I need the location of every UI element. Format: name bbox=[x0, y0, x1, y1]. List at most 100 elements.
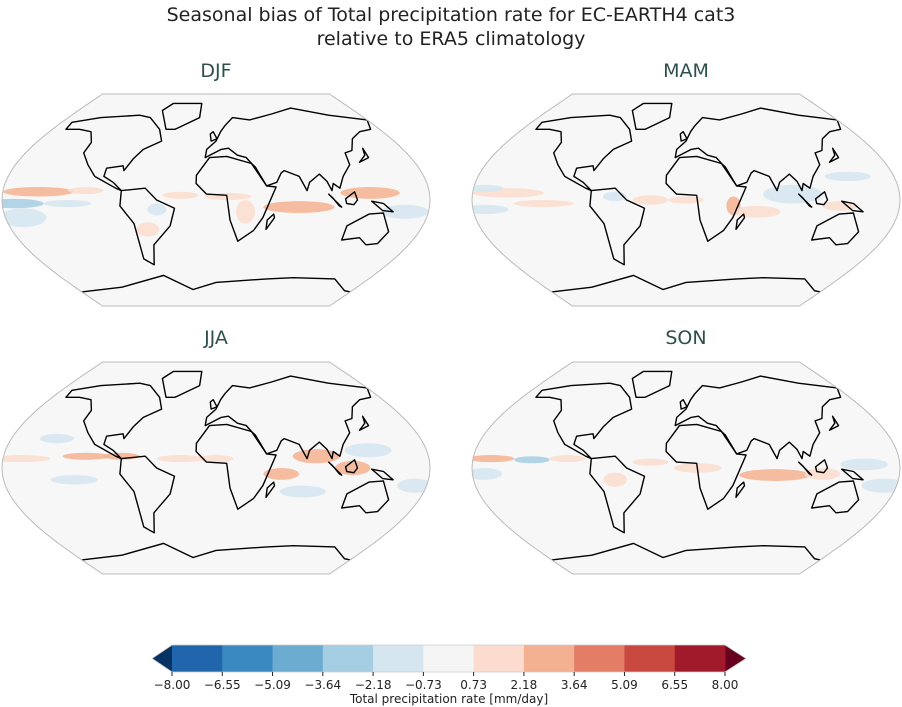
colorbar-segment bbox=[423, 645, 475, 672]
colorbar-segment bbox=[523, 645, 575, 672]
bias-region bbox=[632, 195, 669, 205]
bias-region bbox=[840, 458, 888, 471]
colorbar-tick-label: 2.18 bbox=[511, 678, 538, 692]
bias-region bbox=[68, 187, 104, 195]
coastline-australia bbox=[811, 212, 860, 246]
bias-region bbox=[603, 472, 627, 487]
coastline-japan bbox=[828, 147, 840, 163]
map-border bbox=[471, 93, 901, 307]
coastline-new-guinea bbox=[371, 468, 394, 481]
coastline-new-guinea bbox=[841, 468, 864, 481]
bias-region bbox=[198, 455, 234, 463]
bias-region bbox=[162, 191, 199, 199]
coastline-borneo bbox=[814, 191, 829, 206]
bias-region bbox=[2, 187, 74, 197]
colorbar-extend-under bbox=[152, 645, 172, 672]
coastline-madagascar bbox=[265, 481, 276, 499]
colorbar-label: Total precipitation rate [mm/day] bbox=[349, 692, 548, 706]
bias-region bbox=[2, 208, 47, 228]
coastline-eurasia bbox=[674, 375, 842, 460]
bias-region bbox=[147, 203, 167, 216]
coastline-north-america bbox=[535, 382, 633, 460]
coastline-south-america bbox=[589, 187, 646, 266]
bias-region bbox=[824, 171, 871, 182]
coastline-africa bbox=[665, 423, 747, 510]
colorbar-tick-label: −5.09 bbox=[254, 678, 291, 692]
coastline-borneo bbox=[344, 459, 359, 474]
bias-region bbox=[632, 458, 669, 466]
colorbar-segment bbox=[473, 645, 525, 672]
panel-title-son: SON bbox=[665, 327, 707, 349]
bias-region bbox=[136, 222, 160, 237]
coastline-greenland bbox=[631, 102, 673, 130]
colorbar-segment bbox=[574, 645, 625, 672]
coastline-britain bbox=[209, 399, 218, 410]
bias-region bbox=[39, 433, 74, 444]
colorbar-tick-label: −8.00 bbox=[154, 678, 191, 692]
bias-region bbox=[739, 469, 811, 481]
map-son bbox=[471, 361, 901, 575]
colorbar-tick-label: −3.64 bbox=[304, 678, 341, 692]
colorbar-tick-label: 3.64 bbox=[561, 678, 588, 692]
coastline-japan bbox=[358, 147, 370, 163]
coastline-greenland bbox=[161, 102, 203, 130]
bias-region bbox=[2, 455, 51, 463]
coastline-africa bbox=[665, 155, 747, 242]
coastline-australia bbox=[811, 480, 860, 514]
bias-region bbox=[62, 452, 110, 460]
coastline-south-america bbox=[119, 187, 176, 266]
coastline-antarctica bbox=[551, 542, 821, 561]
map-border bbox=[1, 361, 431, 575]
coastline-japan bbox=[358, 415, 370, 431]
bias-region bbox=[236, 200, 255, 224]
colorbar-segment bbox=[272, 645, 324, 672]
bias-region bbox=[514, 456, 550, 464]
map-jja bbox=[1, 361, 431, 575]
colorbar-segment bbox=[222, 645, 274, 672]
bias-region bbox=[344, 443, 392, 458]
bias-region bbox=[340, 187, 400, 199]
figure-title-line2: relative to ERA5 climatology bbox=[316, 28, 586, 50]
colorbar-segment bbox=[674, 645, 726, 672]
bias-region bbox=[472, 184, 504, 192]
bias-region bbox=[263, 468, 300, 480]
coastline-north-america bbox=[65, 114, 163, 192]
map-background bbox=[2, 94, 430, 306]
coastline-britain bbox=[679, 399, 688, 410]
coastline-australia bbox=[341, 480, 390, 514]
map-background bbox=[2, 362, 430, 574]
coastline-eurasia bbox=[204, 107, 372, 192]
colorbar-segment bbox=[373, 645, 424, 672]
coastline-japan bbox=[828, 415, 840, 431]
map-mam bbox=[471, 93, 901, 307]
bias-region bbox=[156, 455, 205, 463]
coastline-south-america bbox=[589, 455, 646, 534]
bias-region bbox=[733, 205, 781, 218]
colorbar-tick-label: −0.73 bbox=[405, 678, 442, 692]
coastline-madagascar bbox=[735, 213, 746, 231]
coastline-borneo bbox=[814, 459, 829, 474]
bias-region bbox=[668, 196, 704, 204]
colorbar-segment bbox=[322, 645, 374, 672]
coastline-greenland bbox=[631, 370, 673, 398]
panel-title-djf: DJF bbox=[200, 60, 232, 82]
coastline-south-america bbox=[119, 455, 176, 534]
coastline-sumatra bbox=[798, 461, 813, 476]
coastline-africa bbox=[195, 423, 277, 510]
coastline-madagascar bbox=[735, 481, 746, 499]
coastline-africa bbox=[195, 155, 277, 242]
coastline-eurasia bbox=[674, 107, 842, 192]
colorbar-tick-label: 0.73 bbox=[460, 678, 487, 692]
bias-region bbox=[381, 204, 429, 219]
coastline-greenland bbox=[161, 370, 203, 398]
bias-region bbox=[2, 198, 44, 209]
colorbar-tick-label: 6.55 bbox=[661, 678, 688, 692]
coastline-australia bbox=[341, 212, 390, 246]
coastline-britain bbox=[209, 131, 218, 142]
coastline-sumatra bbox=[328, 461, 343, 476]
panel-title-mam: MAM bbox=[663, 60, 709, 82]
bias-region bbox=[334, 460, 371, 476]
coastline-borneo bbox=[344, 191, 359, 206]
colorbar-extend-over bbox=[725, 645, 746, 672]
map-border bbox=[471, 361, 901, 575]
